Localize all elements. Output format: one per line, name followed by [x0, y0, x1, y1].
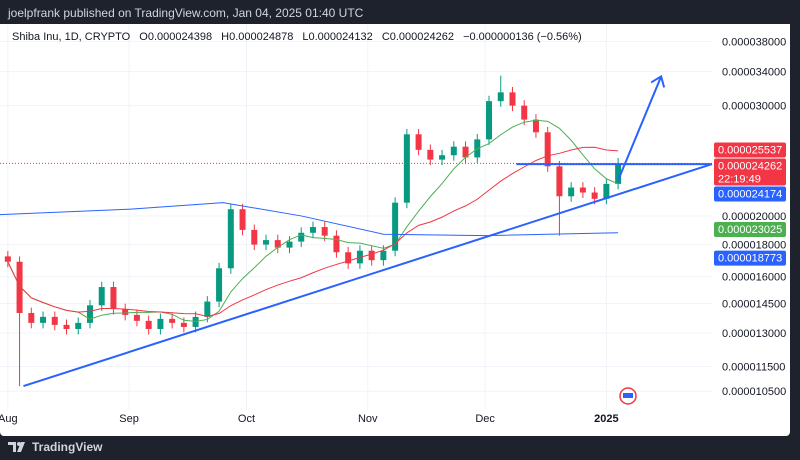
x-tick-label: Sep [119, 413, 139, 425]
publish-bar: joelpfrank published on TradingView.com,… [0, 0, 800, 24]
candle-body [157, 318, 164, 329]
change-value: −0.000000136 (−0.56%) [463, 31, 582, 43]
candle-body [216, 268, 223, 302]
candle-body [579, 187, 586, 193]
y-tick-label: 0.000038000 [722, 36, 786, 48]
x-tick-label: Oct [238, 413, 255, 425]
candle-body [180, 322, 187, 327]
candle-body [568, 187, 575, 197]
x-tick-label: 2025 [594, 413, 618, 425]
candle-body [28, 312, 35, 323]
x-tick-label: Aug [0, 413, 18, 425]
candle-body [591, 192, 598, 199]
price-label: 0.000024262 [718, 160, 782, 172]
candle-body [309, 227, 316, 233]
price-label: 0.000024174 [718, 188, 782, 200]
candle-body [403, 134, 410, 203]
y-tick-label: 0.000030000 [722, 101, 786, 113]
close-value: C0.000024262 [381, 31, 454, 43]
price-label-tag [714, 158, 786, 186]
candle-body [521, 105, 528, 120]
ohlc-legend: Shiba Inu, 1D, CRYPTO O0.000024398 H0.00… [12, 31, 588, 43]
candle-body [133, 314, 140, 321]
candle-body [321, 227, 328, 236]
y-tick-label: 0.000014500 [722, 298, 786, 310]
arrow-head [650, 74, 666, 88]
brand-name: TradingView [32, 440, 103, 454]
candle-body [615, 163, 622, 184]
footer-bar: TradingView [0, 436, 800, 460]
candle-body [75, 322, 82, 329]
candle-body [145, 320, 152, 329]
candle-body [603, 183, 610, 199]
candle-body [427, 149, 434, 160]
candle-body [450, 146, 457, 156]
candle-body [16, 261, 23, 313]
candle-body [286, 241, 293, 248]
tradingview-logo-icon [8, 442, 25, 452]
tradingview-logo[interactable]: TradingView [8, 440, 102, 454]
candle-body [227, 209, 234, 269]
candle-body [204, 301, 211, 317]
candle-body [4, 256, 11, 262]
y-tick-label: 0.000013000 [722, 328, 786, 340]
moving-average-line [7, 119, 619, 322]
flag-stripe [623, 393, 633, 398]
published-text: joelpfrank published on TradingView.com,… [8, 6, 364, 20]
trendline [23, 163, 713, 388]
price-label: 0.000018773 [718, 253, 782, 265]
x-tick-label: Nov [358, 413, 378, 425]
countdown-label: 22:19:49 [718, 173, 761, 185]
y-tick-label: 0.000018000 [722, 240, 786, 252]
y-tick-label: 0.000010500 [722, 386, 786, 398]
candle-body [110, 287, 117, 310]
candle-body [86, 305, 93, 323]
y-tick-label: 0.000034000 [722, 67, 786, 79]
candle-body [345, 252, 352, 264]
candle-body [368, 250, 375, 261]
candle-body [556, 166, 563, 197]
candle-body [298, 232, 305, 242]
y-tick-label: 0.000011500 [722, 361, 785, 373]
price-label-tag [714, 142, 786, 158]
candle-body [380, 250, 387, 261]
candle-body [462, 146, 469, 158]
symbol-label: Shiba Inu, 1D, CRYPTO [12, 31, 131, 43]
y-tick-label: 0.000016000 [722, 272, 786, 284]
arrow-line [617, 76, 663, 181]
candle-body [40, 316, 47, 323]
price-chart[interactable]: 0.000038000 0.000034000 0.000030000 0.00002… [0, 24, 790, 436]
candle-body [415, 134, 422, 150]
candle-body [63, 324, 70, 329]
high-value: H0.000024878 [221, 31, 294, 43]
price-label-tag [714, 250, 786, 266]
candle-body [98, 287, 105, 306]
candle-body [486, 101, 493, 140]
price-label: 0.000023025 [718, 224, 782, 236]
chart-panel[interactable]: 0.000038000 0.000034000 0.000030000 0.00002… [0, 24, 790, 436]
price-label-tag [714, 221, 786, 237]
y-tick-label: 0.000020000 [722, 211, 786, 223]
candle-body [509, 92, 516, 106]
open-value: O0.000024398 [139, 31, 213, 43]
candle-body [532, 119, 539, 133]
moving-average-line [0, 202, 619, 237]
candle-body [251, 229, 258, 245]
candle-body [239, 209, 246, 230]
candle-body [51, 316, 58, 325]
candle-body [333, 235, 340, 253]
candle-body [439, 155, 446, 160]
candle-body [497, 92, 504, 102]
candle-body [169, 318, 176, 323]
low-value: L0.000024132 [302, 31, 373, 43]
price-label: 0.000025537 [718, 144, 782, 156]
candle-body [263, 240, 270, 245]
candle-body [122, 309, 129, 315]
moving-average-line [7, 146, 619, 317]
x-tick-label: Dec [475, 413, 495, 425]
candle-body [274, 240, 281, 248]
candle-body [392, 202, 399, 251]
candle-body [544, 132, 551, 167]
price-label-tag [714, 186, 786, 202]
